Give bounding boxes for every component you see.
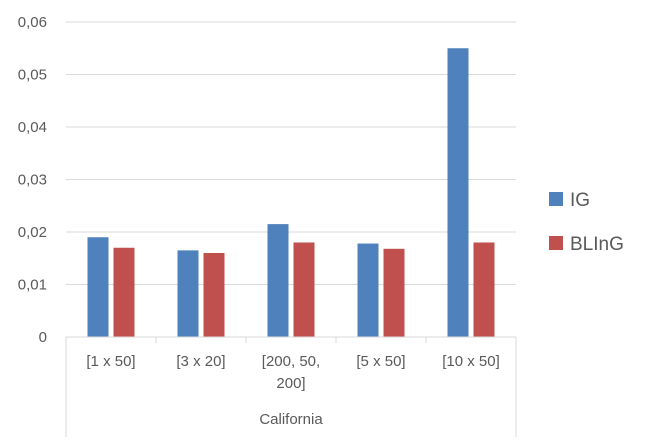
y-tick-label: 0,02 — [18, 224, 47, 241]
x-tick-label: [3 x 20] — [176, 353, 225, 370]
bar-bling — [203, 253, 225, 337]
group-label: California — [259, 411, 323, 428]
y-tick-label: 0,06 — [18, 14, 47, 31]
bar-ig — [447, 48, 469, 337]
y-tick-label: 0,03 — [18, 172, 47, 189]
bar-bling — [113, 247, 135, 337]
y-tick-label: 0,01 — [18, 277, 47, 294]
x-tick-label: [200, 50, 200] — [262, 353, 320, 392]
bar-ig — [177, 250, 199, 337]
legend-label-bling: BLInG — [570, 234, 624, 255]
y-axis-tick-labels: 0 0,01 0,02 0,03 0,04 0,05 0,06 — [18, 14, 47, 346]
bar-bling — [293, 242, 315, 337]
y-tick-label: 0,04 — [18, 119, 47, 136]
bar-bling — [383, 248, 405, 337]
y-tick-label: 0,05 — [18, 67, 47, 84]
x-axis — [65, 336, 517, 437]
bar-ig — [357, 243, 379, 337]
bar-bling — [473, 242, 495, 337]
bar-ig — [267, 224, 289, 337]
x-tick-label: [1 x 50] — [86, 353, 135, 370]
gridlines — [66, 21, 516, 285]
x-tick-label: [5 x 50] — [356, 353, 405, 370]
legend-swatch-bling — [549, 236, 563, 250]
legend-label-ig: IG — [570, 190, 590, 211]
legend-swatch-ig — [549, 192, 563, 206]
x-axis-tick-labels: [1 x 50] [3 x 20] [200, 50, 200] [5 x 50] [10… — [86, 353, 499, 392]
y-tick-label: 0 — [39, 329, 47, 346]
bar-ig — [87, 237, 109, 337]
x-tick-label: [10 x 50] — [442, 353, 500, 370]
bars — [87, 48, 495, 337]
legend: IG BLInG — [549, 190, 624, 255]
